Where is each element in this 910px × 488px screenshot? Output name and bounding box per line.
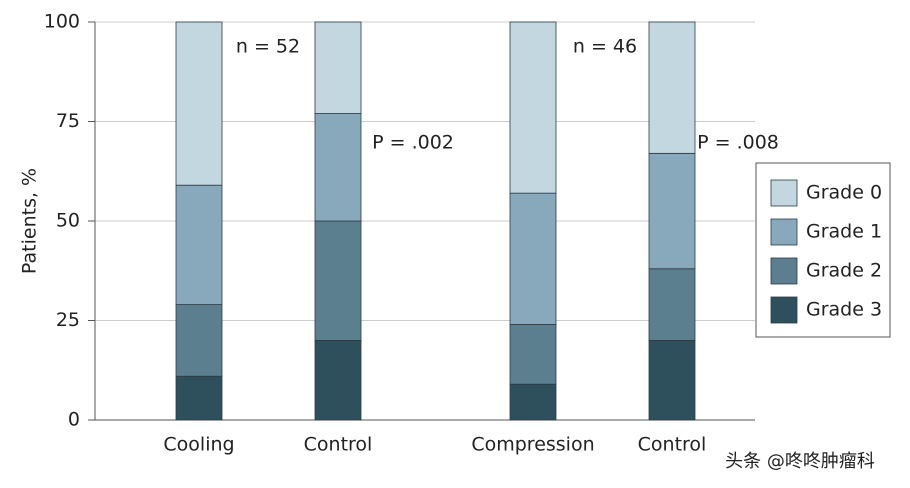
y-tick-label: 0	[68, 409, 80, 431]
bar-segment	[509, 383, 557, 421]
bar-segment	[175, 21, 223, 186]
bar-segment	[314, 21, 362, 114]
bar-segment	[509, 21, 557, 194]
y-tick-label: 100	[44, 11, 80, 33]
legend-swatch	[770, 218, 798, 246]
x-tick-label: Control	[638, 434, 707, 456]
annotation: n = 46	[573, 36, 637, 58]
legend-label: Grade 1	[806, 221, 882, 243]
bar-segment	[648, 268, 696, 341]
x-tick-label: Control	[304, 434, 373, 456]
bar-segment	[314, 339, 362, 421]
bar-segment	[648, 339, 696, 421]
legend-label: Grade 3	[806, 299, 882, 321]
bar-segment	[175, 304, 223, 377]
x-tick-label: Compression	[471, 434, 594, 456]
legend-label: Grade 0	[806, 182, 882, 204]
annotation: P = .008	[697, 132, 779, 154]
legend-swatch	[770, 179, 798, 207]
bar-segment	[175, 375, 223, 421]
bar-segment	[509, 324, 557, 385]
bar-segment	[648, 21, 696, 154]
x-tick-label: Cooling	[163, 434, 234, 456]
bar-segment	[314, 113, 362, 222]
bar-segment	[175, 184, 223, 305]
y-tick-label: 25	[56, 309, 80, 331]
y-tick-label: 75	[56, 110, 80, 132]
watermark: 头条 @咚咚肿瘤科	[725, 451, 875, 472]
annotation: P = .002	[372, 132, 454, 154]
y-axis-label: Patients, %	[19, 168, 41, 274]
bar-segment	[509, 192, 557, 325]
legend-swatch	[770, 296, 798, 324]
y-tick-label: 50	[56, 210, 80, 232]
annotation: n = 52	[236, 36, 300, 58]
bar-segment	[314, 220, 362, 341]
legend-swatch	[770, 257, 798, 285]
legend-label: Grade 2	[806, 260, 882, 282]
bar-segment	[648, 152, 696, 270]
